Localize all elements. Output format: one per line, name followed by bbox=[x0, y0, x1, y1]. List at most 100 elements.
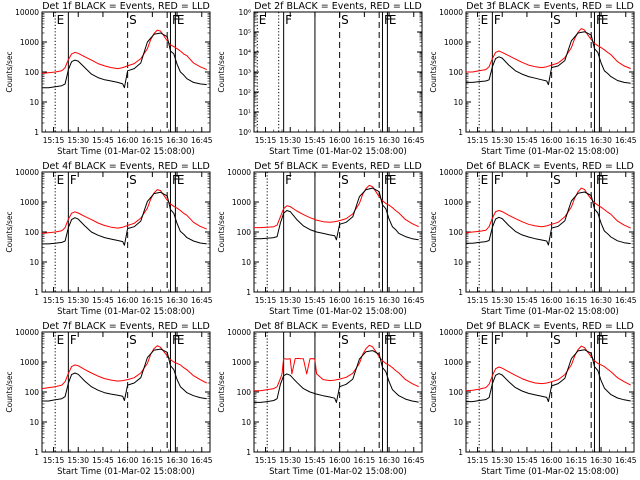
detector-panel-1: Det 1f BLACK = Events, RED = LLD 1 10 100 10… bbox=[5, 1, 213, 157]
time-marker-label: S bbox=[129, 173, 137, 187]
x-tick-label: 15:30 bbox=[67, 296, 89, 305]
y-tick-label: 1000 bbox=[232, 198, 251, 207]
x-tick-label: 16:00 bbox=[329, 456, 351, 465]
x-tick-label: 15:15 bbox=[255, 296, 277, 305]
time-marker-label: F bbox=[285, 13, 292, 27]
y-tick-label: 1000 bbox=[444, 198, 463, 207]
y-tick-label: 10 bbox=[29, 258, 39, 267]
x-tick-label: 16:15 bbox=[354, 456, 376, 465]
events-series-line bbox=[466, 349, 631, 403]
lld-series-line bbox=[41, 345, 207, 390]
y-axis-label: Counts/sec bbox=[5, 371, 14, 412]
x-tick-label: 15:45 bbox=[92, 296, 114, 305]
x-tick-label: 15:15 bbox=[467, 456, 489, 465]
time-marker-label: S bbox=[553, 13, 561, 27]
events-series-line bbox=[466, 31, 631, 86]
x-tick-label: 16:15 bbox=[354, 136, 376, 145]
x-tick-label: 15:45 bbox=[304, 136, 326, 145]
y-tick-label: 1000 bbox=[232, 358, 251, 367]
x-tick-label: 16:30 bbox=[378, 456, 400, 465]
x-tick-label: 16:45 bbox=[615, 456, 637, 465]
y-tick-label: 1 bbox=[246, 288, 251, 297]
events-series-line bbox=[254, 350, 419, 403]
events-series-line bbox=[42, 32, 207, 89]
x-tick-label: 15:15 bbox=[43, 456, 65, 465]
y-tick-label: 100 bbox=[449, 388, 464, 397]
time-marker-label: S bbox=[129, 333, 137, 347]
y-axis-label: Counts/sec bbox=[5, 211, 14, 252]
x-axis-label: Start Time (01-Mar-02 15:08:00) bbox=[57, 467, 195, 477]
x-axis-label: Start Time (01-Mar-02 15:08:00) bbox=[269, 467, 407, 477]
time-marker-label: E bbox=[481, 333, 489, 347]
y-tick-label: 10000 bbox=[439, 168, 463, 177]
detector-panel-3: Det 3f BLACK = Events, RED = LLD 1 10 100 10… bbox=[429, 1, 637, 157]
y-tick-label: 100 bbox=[449, 228, 464, 237]
x-tick-label: 15:30 bbox=[67, 456, 89, 465]
panel-title: Det 8f BLACK = Events, RED = LLD bbox=[254, 321, 422, 332]
x-tick-label: 15:30 bbox=[279, 456, 301, 465]
x-tick-label: 16:30 bbox=[378, 136, 400, 145]
x-tick-label: 16:30 bbox=[590, 456, 612, 465]
plot-frame bbox=[253, 331, 423, 453]
panel-title: Det 4f BLACK = Events, RED = LLD bbox=[42, 161, 210, 172]
x-tick-label: 16:30 bbox=[378, 296, 400, 305]
y-tick-label: 1000 bbox=[444, 358, 463, 367]
y-tick-label: 10⁴ bbox=[238, 48, 251, 57]
y-tick-label: 10000 bbox=[439, 8, 463, 17]
x-tick-label: 15:30 bbox=[491, 136, 513, 145]
x-tick-label: 15:15 bbox=[255, 456, 277, 465]
panel-title: Det 6f BLACK = Events, RED = LLD bbox=[466, 161, 634, 172]
x-tick-label: 16:00 bbox=[541, 296, 563, 305]
x-tick-label: 16:30 bbox=[166, 296, 188, 305]
x-tick-label: 15:45 bbox=[92, 456, 114, 465]
y-tick-label: 100 bbox=[237, 228, 252, 237]
y-tick-label: 10¹ bbox=[238, 108, 251, 117]
y-axis-label: Counts/sec bbox=[429, 211, 438, 252]
time-marker-label: E bbox=[177, 173, 185, 187]
x-tick-label: 15:30 bbox=[491, 456, 513, 465]
y-tick-label: 1 bbox=[458, 448, 463, 457]
x-tick-label: 15:30 bbox=[491, 296, 513, 305]
x-tick-label: 16:45 bbox=[191, 296, 213, 305]
x-tick-label: 16:00 bbox=[541, 456, 563, 465]
y-axis-label: Counts/sec bbox=[217, 371, 226, 412]
time-marker-label: F bbox=[494, 333, 501, 347]
y-tick-label: 1000 bbox=[20, 358, 39, 367]
x-tick-label: 15:45 bbox=[304, 296, 326, 305]
x-tick-label: 16:00 bbox=[117, 456, 139, 465]
y-tick-label: 10000 bbox=[15, 328, 39, 337]
lld-series-line bbox=[466, 28, 631, 73]
y-tick-label: 10⁵ bbox=[238, 28, 251, 37]
x-axis-label: Start Time (01-Mar-02 15:08:00) bbox=[269, 147, 407, 157]
events-series-line bbox=[42, 191, 207, 246]
time-marker-label: F bbox=[494, 13, 501, 27]
x-tick-label: 16:30 bbox=[166, 136, 188, 145]
y-tick-label: 100 bbox=[25, 228, 40, 237]
y-axis-label: Counts/sec bbox=[429, 371, 438, 412]
x-tick-label: 15:15 bbox=[467, 136, 489, 145]
x-tick-label: 16:15 bbox=[142, 456, 164, 465]
x-tick-label: 16:15 bbox=[566, 136, 588, 145]
x-tick-label: 15:30 bbox=[67, 136, 89, 145]
x-axis-label: Start Time (01-Mar-02 15:08:00) bbox=[57, 307, 195, 317]
panel-title: Det 5f BLACK = Events, RED = LLD bbox=[254, 161, 422, 172]
y-tick-label: 10 bbox=[453, 258, 463, 267]
x-tick-label: 16:45 bbox=[403, 136, 425, 145]
x-tick-label: 16:15 bbox=[354, 296, 376, 305]
detector-panel-5: Det 5f BLACK = Events, RED = LLD 1 10 100 10… bbox=[217, 161, 425, 317]
y-tick-label: 10⁶ bbox=[238, 8, 251, 17]
time-marker-label: E bbox=[601, 173, 609, 187]
detector-panel-6: Det 6f BLACK = Events, RED = LLD 1 10 100 10… bbox=[429, 161, 637, 317]
detector-panel-4: Det 4f BLACK = Events, RED = LLD 1 10 100 10… bbox=[5, 161, 213, 317]
x-tick-label: 16:45 bbox=[615, 296, 637, 305]
x-tick-label: 16:15 bbox=[566, 296, 588, 305]
time-marker-label: S bbox=[341, 13, 349, 27]
panel-title: Det 7f BLACK = Events, RED = LLD bbox=[42, 321, 210, 332]
time-marker-label: E bbox=[601, 333, 609, 347]
lld-series-line bbox=[41, 29, 207, 74]
x-tick-label: 16:15 bbox=[142, 296, 164, 305]
y-axis-label: Counts/sec bbox=[5, 51, 14, 92]
time-marker-label: E bbox=[57, 13, 65, 27]
time-marker-label: E bbox=[389, 13, 397, 27]
y-tick-label: 10000 bbox=[227, 168, 251, 177]
